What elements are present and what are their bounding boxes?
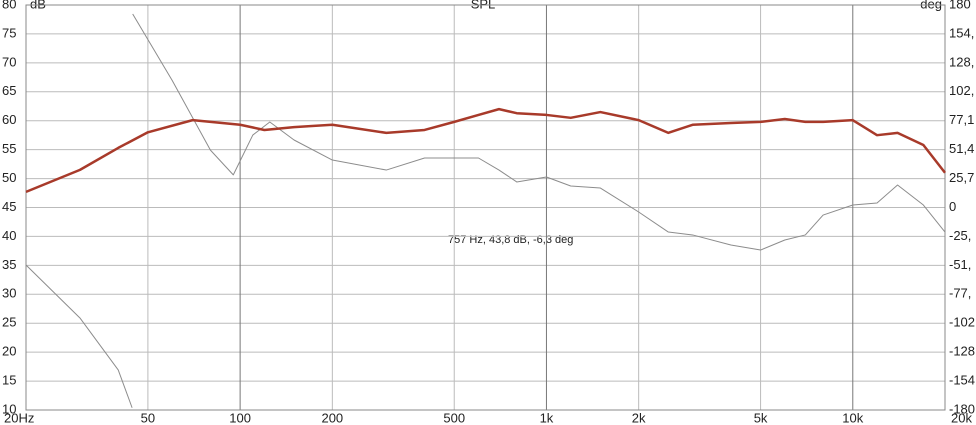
y-tick-label: 55 — [2, 141, 16, 156]
plot-frame — [25, 4, 946, 411]
y2-tick-label: -25, — [949, 228, 971, 243]
y-tick-label: 65 — [2, 83, 16, 98]
cursor-readout: 757 Hz, 43,8 dB, -6,3 deg — [448, 234, 573, 246]
y2-tick-label: -102 — [949, 315, 975, 330]
y2-tick-label: -154 — [949, 373, 975, 388]
y2-tick-label: 128, — [949, 54, 974, 69]
y-tick-label: 80 — [2, 0, 16, 11]
x-tick-label: 20k — [951, 410, 972, 425]
y2-tick-label: 25,7 — [949, 170, 974, 185]
y2-tick-label: 102, — [949, 83, 974, 98]
y2-tick-label: -128 — [949, 344, 975, 359]
y2-tick-label: 51,4 — [949, 141, 974, 156]
x-tick-label: 100 — [229, 410, 251, 425]
y-tick-label: 25 — [2, 315, 16, 330]
y-axis-label: dB — [30, 0, 46, 11]
y2-tick-label: 180 — [949, 0, 971, 11]
y-tick-label: 40 — [2, 228, 16, 243]
y-tick-label: 30 — [2, 286, 16, 301]
y2-tick-label: 77,1 — [949, 112, 974, 127]
y-tick-label: 10 — [2, 401, 16, 416]
y-tick-label: 20 — [2, 344, 16, 359]
x-tick-label: 20Hz — [4, 410, 34, 425]
x-tick-label: 5k — [754, 410, 768, 425]
y2-axis-label: deg — [920, 0, 942, 11]
x-tick-label: 10k — [842, 410, 863, 425]
x-tick-label: 2k — [632, 410, 646, 425]
y-tick-label: 35 — [2, 257, 16, 272]
chart-title: SPL — [471, 0, 496, 11]
y2-tick-label: 0 — [949, 199, 956, 214]
y2-tick-label: 154, — [949, 25, 974, 40]
x-tick-label: 1k — [540, 410, 554, 425]
y-tick-label: 15 — [2, 373, 16, 388]
y-tick-label: 75 — [2, 25, 16, 40]
y2-tick-label: -77, — [949, 286, 971, 301]
series-line — [25, 13, 946, 408]
y-tick-label: 60 — [2, 112, 16, 127]
y2-tick-label: -180 — [949, 401, 975, 416]
x-tick-label: 200 — [321, 410, 343, 425]
y-tick-label: 45 — [2, 199, 16, 214]
y-tick-label: 70 — [2, 54, 16, 69]
series-line — [25, 107, 946, 194]
y-tick-label: 50 — [2, 170, 16, 185]
x-tick-label: 500 — [443, 410, 465, 425]
x-tick-label: 50 — [141, 410, 155, 425]
y2-tick-label: -51, — [949, 257, 971, 272]
